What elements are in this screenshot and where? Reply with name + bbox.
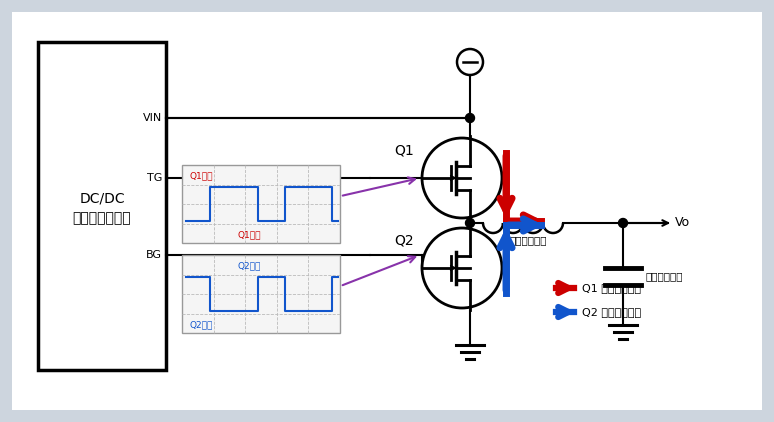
Circle shape	[465, 219, 474, 227]
Bar	[182, 165, 340, 243]
Bar	[38, 42, 166, 370]
Text: Q1: Q1	[394, 143, 414, 157]
Text: DC/DC: DC/DC	[79, 191, 125, 205]
Text: Q1オフ: Q1オフ	[238, 230, 261, 239]
Text: インダクター: インダクター	[509, 235, 546, 245]
Text: Q2オフ: Q2オフ	[190, 320, 214, 329]
Text: Q1オン: Q1オン	[190, 171, 214, 180]
Text: Q2: Q2	[395, 233, 414, 247]
Text: BG: BG	[146, 250, 162, 260]
Text: Q2オン: Q2オン	[238, 261, 261, 270]
Text: Q1 オン時の電流: Q1 オン時の電流	[582, 283, 641, 293]
Circle shape	[465, 114, 474, 122]
Text: Vo: Vo	[675, 216, 690, 230]
Text: VIN: VIN	[142, 113, 162, 123]
Text: TG: TG	[146, 173, 162, 183]
Circle shape	[618, 219, 628, 227]
Bar	[182, 255, 340, 333]
Text: コンデンサー: コンデンサー	[645, 271, 683, 281]
Text: Q2 オン時の電流: Q2 オン時の電流	[582, 307, 641, 317]
Text: コントローラー: コントローラー	[73, 211, 132, 225]
